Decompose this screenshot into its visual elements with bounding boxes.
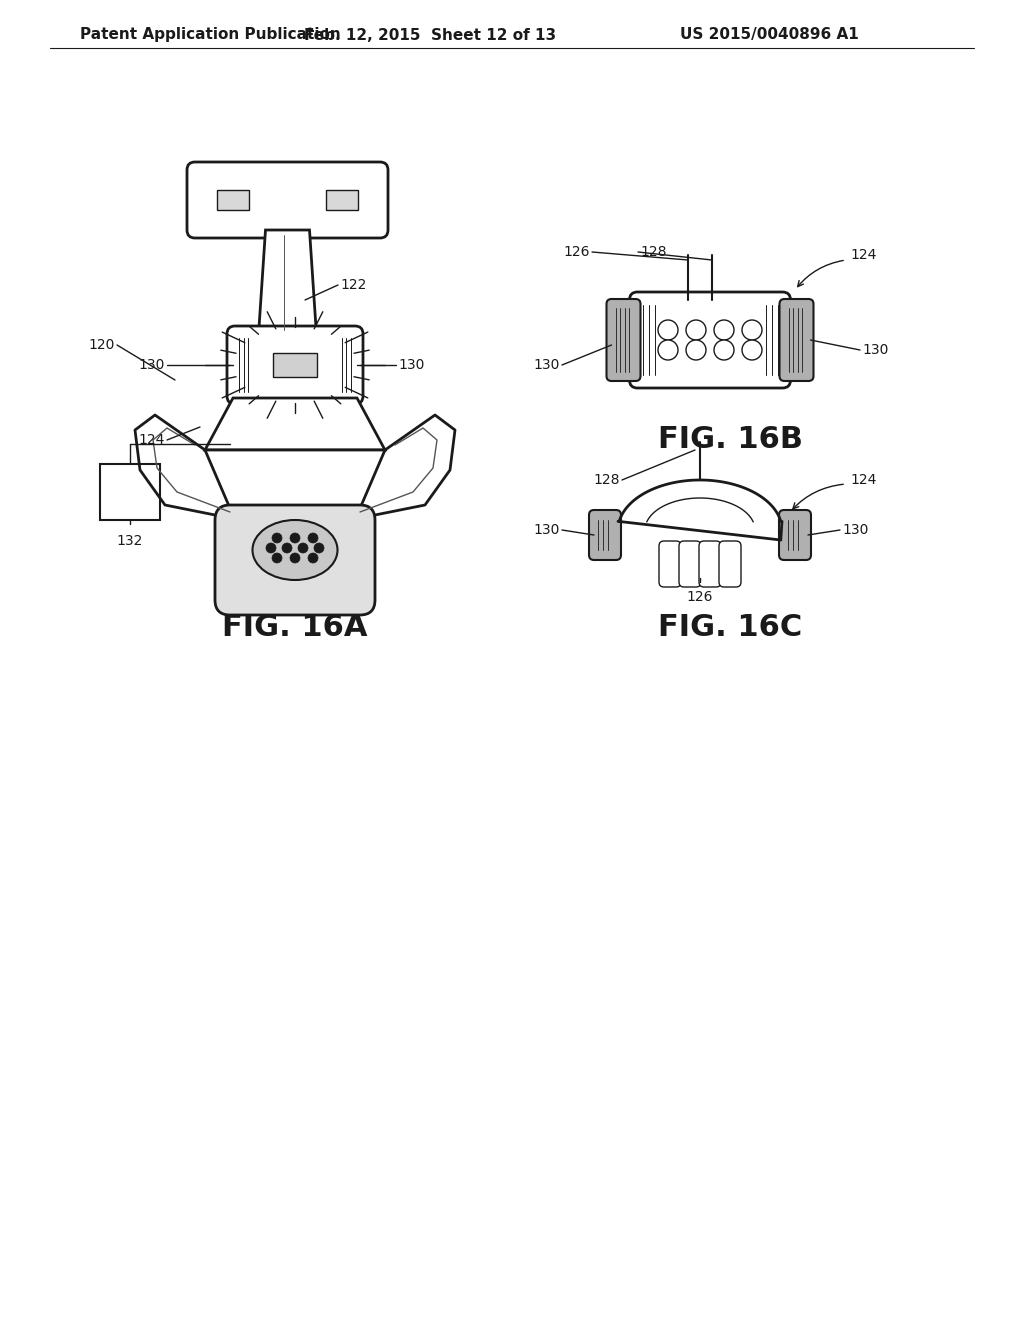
FancyBboxPatch shape [719,541,741,587]
Text: FIG. 16B: FIG. 16B [657,425,803,454]
Text: 124: 124 [138,433,165,447]
Circle shape [308,533,318,543]
Text: Patent Application Publication: Patent Application Publication [80,28,341,42]
Text: 130: 130 [842,523,868,537]
Text: 128: 128 [640,246,667,259]
Bar [273,352,317,378]
FancyBboxPatch shape [589,510,621,560]
Circle shape [686,319,706,341]
Circle shape [314,543,324,553]
Text: US 2015/0040896 A1: US 2015/0040896 A1 [680,28,859,42]
FancyBboxPatch shape [779,300,813,381]
Text: FIG. 16C: FIG. 16C [657,614,802,643]
Circle shape [290,533,300,543]
Text: 130: 130 [138,358,165,372]
Circle shape [272,553,282,564]
Text: 120: 120 [89,338,115,352]
Text: 132: 132 [117,535,143,548]
FancyBboxPatch shape [630,292,791,388]
FancyBboxPatch shape [659,541,681,587]
Circle shape [742,319,762,341]
Circle shape [290,553,300,564]
Polygon shape [258,230,316,335]
Circle shape [272,533,282,543]
Polygon shape [205,399,385,450]
Circle shape [282,543,292,553]
FancyBboxPatch shape [187,162,388,238]
Text: Feb. 12, 2015  Sheet 12 of 13: Feb. 12, 2015 Sheet 12 of 13 [304,28,556,42]
FancyBboxPatch shape [606,300,640,381]
Ellipse shape [253,520,338,579]
Text: 122: 122 [340,279,367,292]
Text: 128: 128 [594,473,620,487]
FancyBboxPatch shape [215,506,375,615]
Circle shape [308,553,318,564]
Text: 130: 130 [398,358,424,372]
FancyBboxPatch shape [679,541,701,587]
Text: FIG. 16A: FIG. 16A [222,614,368,643]
FancyBboxPatch shape [699,541,721,587]
Circle shape [266,543,276,553]
Circle shape [714,319,734,341]
Text: 126: 126 [687,590,714,605]
FancyBboxPatch shape [227,326,362,404]
Circle shape [298,543,308,553]
Circle shape [658,319,678,341]
Bar [326,190,358,210]
Text: 126: 126 [563,246,590,259]
Circle shape [714,341,734,360]
Text: 130: 130 [534,523,560,537]
Polygon shape [205,450,385,520]
Bar [217,190,249,210]
Bar [100,465,160,520]
Text: 130: 130 [862,343,889,356]
Text: 124: 124 [850,473,877,487]
Circle shape [686,341,706,360]
Circle shape [658,341,678,360]
FancyBboxPatch shape [779,510,811,560]
Circle shape [742,341,762,360]
Text: 130: 130 [534,358,560,372]
Text: 124: 124 [850,248,877,261]
